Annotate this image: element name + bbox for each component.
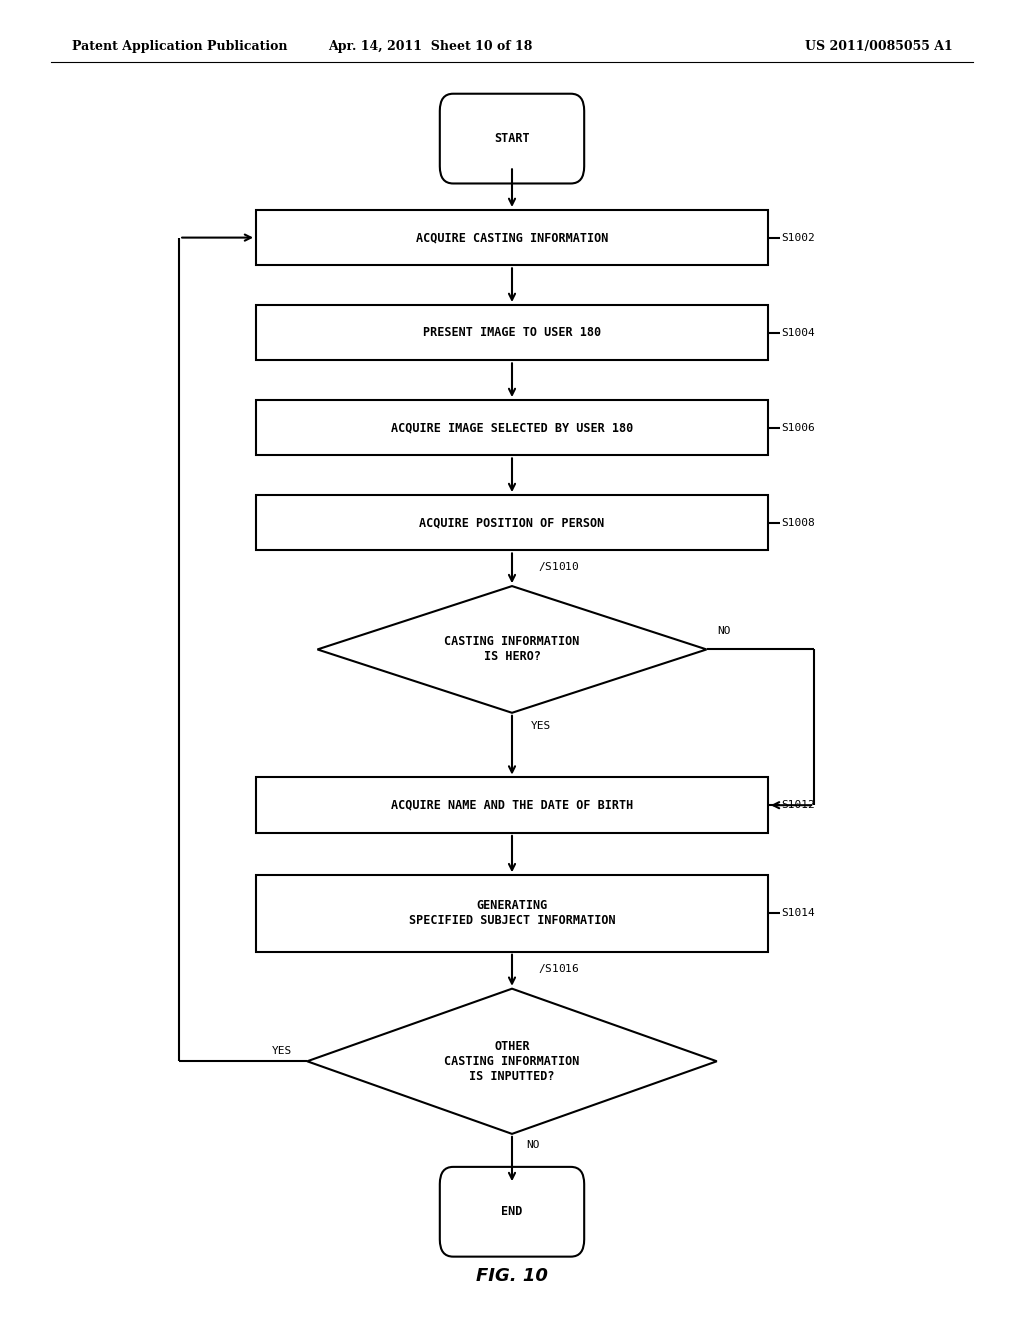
Text: US 2011/0085055 A1: US 2011/0085055 A1 [805, 40, 952, 53]
Text: S1006: S1006 [781, 422, 815, 433]
FancyBboxPatch shape [440, 94, 584, 183]
Text: END: END [502, 1205, 522, 1218]
Text: NO: NO [717, 626, 730, 636]
Text: ACQUIRE NAME AND THE DATE OF BIRTH: ACQUIRE NAME AND THE DATE OF BIRTH [391, 799, 633, 812]
Text: Patent Application Publication: Patent Application Publication [72, 40, 287, 53]
Text: S1002: S1002 [781, 232, 815, 243]
Text: ACQUIRE IMAGE SELECTED BY USER 180: ACQUIRE IMAGE SELECTED BY USER 180 [391, 421, 633, 434]
Bar [256, 210, 768, 265]
Text: CASTING INFORMATION
IS HERO?: CASTING INFORMATION IS HERO? [444, 635, 580, 664]
Bar [256, 875, 768, 952]
Text: ACQUIRE POSITION OF PERSON: ACQUIRE POSITION OF PERSON [420, 516, 604, 529]
Text: S1008: S1008 [781, 517, 815, 528]
Text: FIG. 10: FIG. 10 [476, 1267, 548, 1286]
FancyBboxPatch shape [440, 1167, 584, 1257]
Bar [256, 777, 768, 833]
Text: GENERATING
SPECIFIED SUBJECT INFORMATION: GENERATING SPECIFIED SUBJECT INFORMATION [409, 899, 615, 928]
Text: $\mathregular{/}$S1010: $\mathregular{/}$S1010 [538, 560, 580, 573]
Text: YES: YES [271, 1045, 292, 1056]
Text: ACQUIRE CASTING INFORMATION: ACQUIRE CASTING INFORMATION [416, 231, 608, 244]
Polygon shape [317, 586, 707, 713]
Text: S1012: S1012 [781, 800, 815, 810]
Bar [256, 495, 768, 550]
Text: PRESENT IMAGE TO USER 180: PRESENT IMAGE TO USER 180 [423, 326, 601, 339]
Text: NO: NO [526, 1140, 540, 1151]
Text: S1014: S1014 [781, 908, 815, 919]
Text: S1004: S1004 [781, 327, 815, 338]
Text: OTHER
CASTING INFORMATION
IS INPUTTED?: OTHER CASTING INFORMATION IS INPUTTED? [444, 1040, 580, 1082]
Bar [256, 305, 768, 360]
Text: YES: YES [530, 721, 551, 731]
Bar [256, 400, 768, 455]
Text: START: START [495, 132, 529, 145]
Text: Apr. 14, 2011  Sheet 10 of 18: Apr. 14, 2011 Sheet 10 of 18 [328, 40, 532, 53]
Polygon shape [307, 989, 717, 1134]
Text: $\mathregular{/}$S1016: $\mathregular{/}$S1016 [538, 962, 580, 975]
